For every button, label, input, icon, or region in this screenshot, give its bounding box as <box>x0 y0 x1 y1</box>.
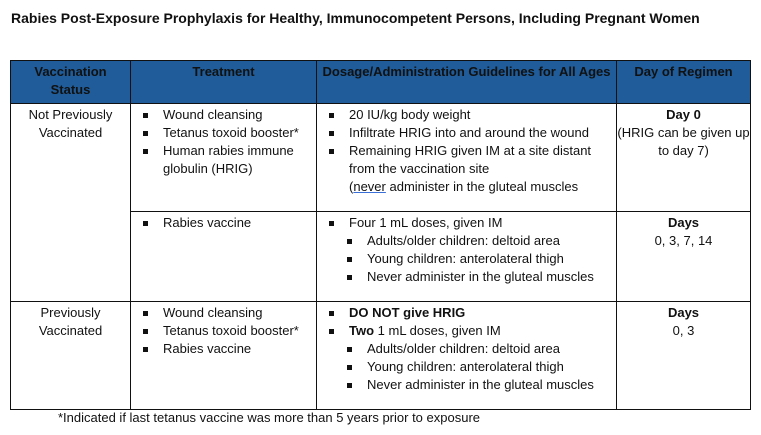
day-label: Days <box>667 305 700 320</box>
column-header: Treatment <box>130 60 317 104</box>
pep-table: Vaccination Status Treatment Dosage/Admi… <box>10 60 751 410</box>
status-cell: Previously Vaccinated <box>10 301 131 410</box>
list-item: Tetanus toxoid booster* <box>131 124 316 142</box>
table-row: Not Previously Vaccinated Wound cleansin… <box>10 103 751 302</box>
sub-list-item: Young children: anterolateral thigh <box>317 358 616 376</box>
status-cell: Not Previously Vaccinated <box>10 103 131 302</box>
spellcheck-word: never <box>353 179 386 194</box>
treatment-cell: Wound cleansing Tetanus toxoid booster* … <box>130 103 317 212</box>
dose-count: Two <box>349 323 375 338</box>
list-item: Two 1 mL doses, given IM <box>317 322 616 340</box>
sub-list-item: Young children: anterolateral thigh <box>317 250 616 268</box>
day-value: (HRIG can be given up to day 7) <box>617 125 750 158</box>
day-cell: Days 0, 3 <box>616 301 751 410</box>
dosage-cell: 20 IU/kg body weight Infiltrate HRIG int… <box>316 103 617 212</box>
table-header-row: Vaccination Status Treatment Dosage/Admi… <box>10 60 751 104</box>
day-label: Day 0 <box>666 107 701 122</box>
table-row: Previously Vaccinated Wound cleansing Te… <box>10 301 751 410</box>
note-open: ( <box>349 179 354 194</box>
footnote: *Indicated if last tetanus vaccine was m… <box>58 410 480 425</box>
list-item: Tetanus toxoid booster* <box>131 322 316 340</box>
list-item: Human rabies immune globulin (HRIG) <box>131 142 316 178</box>
dose-text: 1 mL doses, given IM <box>374 323 501 338</box>
sub-list-item: Adults/older children: deltoid area <box>317 340 616 358</box>
list-item: Four 1 mL doses, given IM <box>317 214 616 232</box>
table-row: Rabies vaccine Four 1 mL doses, given IM… <box>11 211 751 302</box>
sub-list-item: Adults/older children: deltoid area <box>317 232 616 250</box>
note-rest: administer in the gluteal muscles <box>385 179 579 194</box>
column-header: Day of Regimen <box>616 60 751 104</box>
list-item: Remaining HRIG given IM at a site distan… <box>317 142 616 196</box>
day-value: 0, 3 <box>672 323 695 338</box>
list-item: Wound cleansing <box>131 106 316 124</box>
column-header: Vaccination Status <box>10 60 131 104</box>
dosage-cell: Four 1 mL doses, given IM Adults/older c… <box>316 211 617 302</box>
list-item: Rabies vaccine <box>131 214 316 232</box>
day-label: Days <box>667 215 700 230</box>
column-header: Dosage/Administration Guidelines for All… <box>316 60 617 104</box>
day-cell: Day 0 (HRIG can be given up to day 7) <box>616 103 751 212</box>
sub-list-item: Never administer in the gluteal muscles <box>317 268 616 286</box>
day-value: 0, 3, 7, 14 <box>654 233 713 248</box>
list-item: Rabies vaccine <box>131 340 316 358</box>
warning-text: DO NOT give HRIG <box>349 305 466 320</box>
document-title: Rabies Post-Exposure Prophylaxis for Hea… <box>11 10 700 26</box>
day-cell: Days 0, 3, 7, 14 <box>616 211 751 302</box>
treatment-cell: Wound cleansing Tetanus toxoid booster* … <box>130 301 317 410</box>
list-item: 20 IU/kg body weight <box>317 106 616 124</box>
list-item: Wound cleansing <box>131 304 316 322</box>
treatment-cell: Rabies vaccine <box>130 211 317 302</box>
list-item: DO NOT give HRIG <box>317 304 616 322</box>
list-item-text: Remaining HRIG given IM at a site distan… <box>349 143 592 176</box>
dosage-cell: DO NOT give HRIG Two 1 mL doses, given I… <box>316 301 617 410</box>
sub-list-item: Never administer in the gluteal muscles <box>317 376 616 394</box>
list-item: Infiltrate HRIG into and around the woun… <box>317 124 616 142</box>
